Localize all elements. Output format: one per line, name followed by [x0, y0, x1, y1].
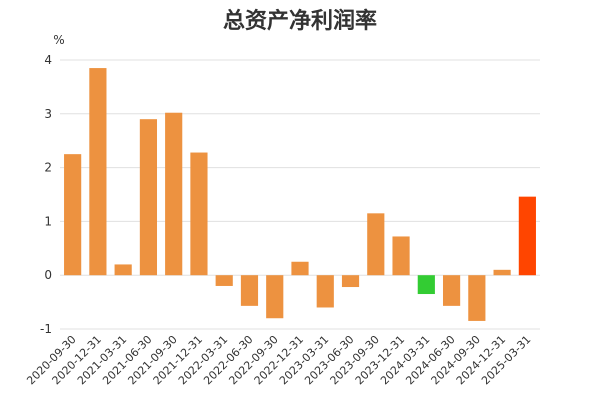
bar-2022-09-30	[266, 275, 284, 319]
y-tick-label: 4	[44, 53, 52, 67]
bar-2021-12-31	[190, 152, 208, 276]
y-axis-unit-label: %	[53, 33, 64, 47]
bar-2024-12-31	[493, 269, 511, 276]
bar-2024-03-31	[417, 275, 435, 295]
bar-2023-09-30	[367, 213, 385, 276]
bars	[64, 68, 536, 321]
bar-2024-09-30	[468, 275, 486, 321]
bar-2022-06-30	[240, 275, 259, 306]
bar-2021-09-30	[165, 112, 183, 276]
bar-2023-03-31	[316, 275, 334, 308]
y-axis-ticks: -1 0 1 2 3 4	[40, 53, 52, 336]
x-axis-ticks: 2020-09-302020-12-312021-03-312021-06-30…	[24, 333, 533, 387]
y-tick-label: 0	[44, 268, 52, 282]
y-tick-label: 1	[44, 214, 52, 228]
bar-2020-09-30	[64, 154, 82, 276]
bar-2023-06-30	[341, 275, 360, 288]
bar-2023-12-31	[392, 236, 410, 276]
y-tick-label: 2	[44, 161, 52, 175]
y-tick-label: 3	[44, 107, 52, 121]
bar-2021-06-30	[139, 119, 158, 276]
bar-2022-12-31	[291, 261, 309, 276]
bar-2024-06-30	[442, 275, 461, 306]
bar-2020-12-31	[89, 68, 107, 276]
grid-lines	[60, 59, 540, 330]
bar-2021-03-31	[114, 264, 132, 276]
bar-2022-03-31	[215, 275, 233, 286]
bar-2025-03-31	[518, 196, 536, 276]
y-tick-label: -1	[40, 322, 52, 336]
chart-title: 总资产净利润率	[223, 8, 377, 34]
